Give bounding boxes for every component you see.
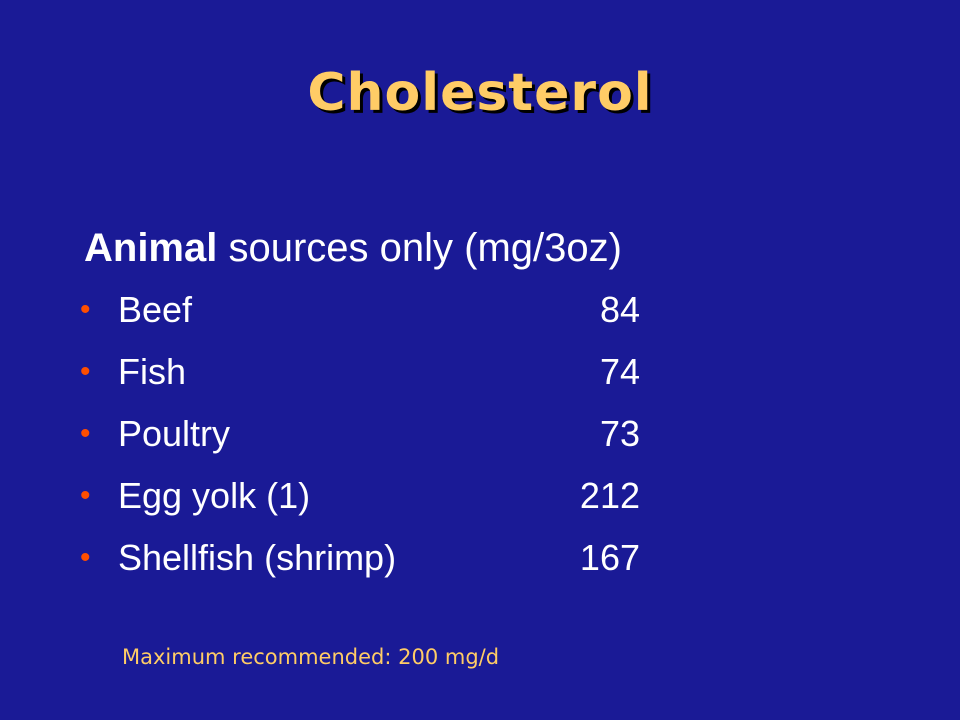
list-item-beef: • Beef 84 [80, 281, 640, 343]
bullet-icon: • [80, 355, 91, 388]
list-item-shellfish: • Shellfish (shrimp) 167 [80, 529, 640, 591]
item-value: 73 [599, 413, 640, 454]
bullet-icon: • [80, 293, 91, 326]
item-label: Fish [118, 351, 187, 392]
bullet-icon: • [80, 479, 91, 512]
item-label: Egg yolk (1) [118, 475, 311, 516]
item-value: 84 [599, 289, 640, 330]
item-label: Shellfish (shrimp) [118, 537, 397, 578]
item-label: Beef [118, 289, 193, 330]
list-item-poultry: • Poultry 73 [80, 405, 640, 467]
item-label: Poultry [118, 413, 231, 454]
bullet-icon: • [80, 417, 91, 450]
bullet-icon: • [80, 541, 91, 574]
list-item-fish: • Fish 74 [80, 343, 640, 405]
recommendation-note: Maximum recommended: 200 mg/d [122, 645, 500, 669]
subtitle-emphasis: Animal [84, 226, 218, 270]
slide-title: Cholesterol [307, 63, 653, 123]
list-item-egg-yolk: • Egg yolk (1) 212 [80, 467, 640, 529]
cholesterol-list: • Beef 84 • Fish 74 • Poultry 73 • Egg y… [80, 281, 640, 591]
subtitle-rest: sources only (mg/3oz) [217, 226, 622, 270]
item-value: 167 [579, 537, 640, 578]
item-value: 74 [599, 351, 640, 392]
slide-subtitle: Animal sources only (mg/3oz) [84, 220, 622, 276]
item-value: 212 [579, 475, 640, 516]
